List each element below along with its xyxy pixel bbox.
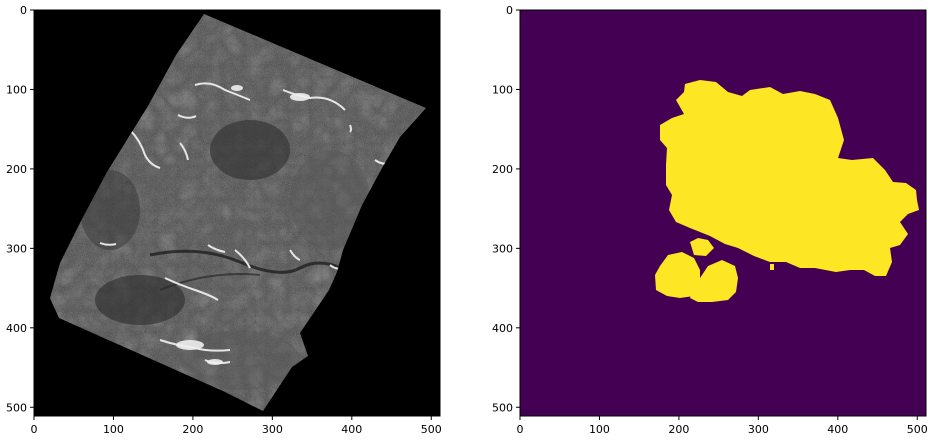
x-tick-label: 0	[517, 423, 524, 436]
mask-frame	[519, 9, 927, 417]
mask-blob-small	[690, 238, 714, 256]
bright-features	[99, 82, 389, 365]
mask-blob-fleck	[732, 100, 740, 106]
mask-blob-main	[660, 80, 919, 276]
y-tick-label: 100	[492, 83, 513, 96]
mask-blobs	[655, 80, 919, 302]
y-tick-label: 200	[6, 163, 27, 176]
y-tick-label: 400	[6, 322, 27, 335]
y-tick-label: 0	[20, 4, 27, 17]
x-tick-label: 500	[421, 423, 442, 436]
mask-blob-lower-right	[690, 260, 738, 302]
y-tick-label: 400	[492, 322, 513, 335]
x-tick-label: 500	[907, 423, 928, 436]
satellite-image-panel: 0 100 200 300 400 500 0 100 200 300 400 500	[6, 4, 442, 436]
segmentation-mask-panel: 0 100 200 300 400 500 0 100 200 300 400 500	[492, 4, 928, 436]
x-tick-label: 400	[827, 423, 848, 436]
x-tick-label: 0	[31, 423, 38, 436]
x-tick-label: 200	[182, 423, 203, 436]
image-frame	[33, 9, 441, 417]
y-tick-label: 300	[492, 242, 513, 255]
y-tick-label: 200	[492, 163, 513, 176]
y-tick-label: 300	[6, 242, 27, 255]
y-tick-label: 100	[6, 83, 27, 96]
y-tick-label: 500	[492, 401, 513, 414]
x-tick-label: 100	[103, 423, 124, 436]
y-tick-label: 500	[6, 401, 27, 414]
mask-blob-lower-left	[655, 252, 700, 298]
x-tick-label: 300	[748, 423, 769, 436]
mask-blob-fleck	[770, 264, 774, 270]
y-tick-label: 0	[506, 4, 513, 17]
x-tick-label: 400	[341, 423, 362, 436]
x-tick-label: 200	[668, 423, 689, 436]
x-tick-label: 100	[589, 423, 610, 436]
x-tick-label: 300	[262, 423, 283, 436]
